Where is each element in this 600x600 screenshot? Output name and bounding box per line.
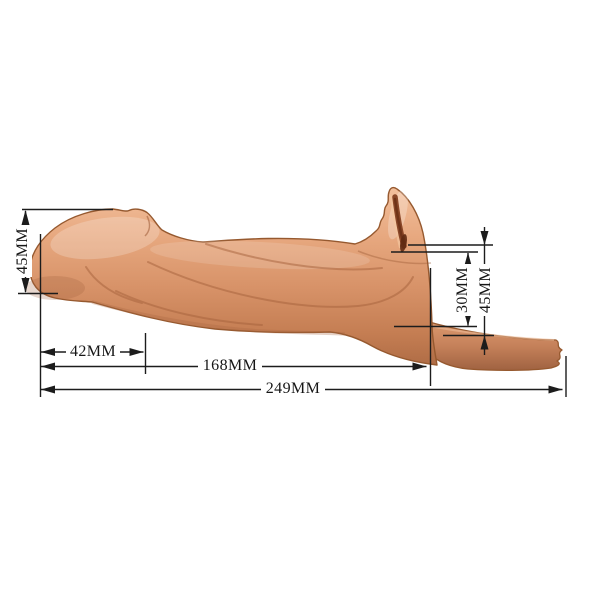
arrow-up-icon (464, 252, 472, 267)
corona-crease (144, 215, 151, 237)
dimension-left-height (18, 208, 113, 295)
arrow-right-icon (548, 385, 563, 394)
arrow-down-icon (480, 231, 489, 245)
arrow-left-icon (41, 385, 55, 394)
arrow-left-icon (41, 362, 55, 371)
fin-slot-hole (399, 234, 408, 252)
head-highlight (50, 216, 160, 260)
fin-base-crease (357, 250, 432, 265)
dimension-label-sleeve-length: 168MM (198, 357, 262, 375)
underside-shading (91, 300, 346, 336)
strap-top-highlight (429, 325, 555, 341)
vein-lines (85, 243, 414, 326)
dimension-label-left-height: 45MM (14, 225, 32, 277)
dimension-label-total-length: 249MM (261, 380, 325, 398)
arrow-up-icon (21, 210, 30, 225)
dimension-label-ring-outer-height: 45MM (477, 264, 495, 316)
head-underside-shadow (25, 276, 85, 300)
arrow-right-icon (412, 362, 427, 371)
arrow-left-icon (41, 348, 55, 356)
dimension-label-ring-inner-height: 30MM (454, 264, 472, 316)
arrow-up-icon (480, 335, 489, 350)
dimension-label-head-length: 42MM (66, 343, 120, 361)
shaft-highlight (150, 240, 370, 270)
fin-slot-rim-highlight (389, 194, 402, 249)
sleeve-body (29, 186, 438, 366)
product-body (25, 186, 563, 372)
arrow-right-icon (129, 348, 144, 356)
arrow-down-icon (21, 278, 30, 293)
